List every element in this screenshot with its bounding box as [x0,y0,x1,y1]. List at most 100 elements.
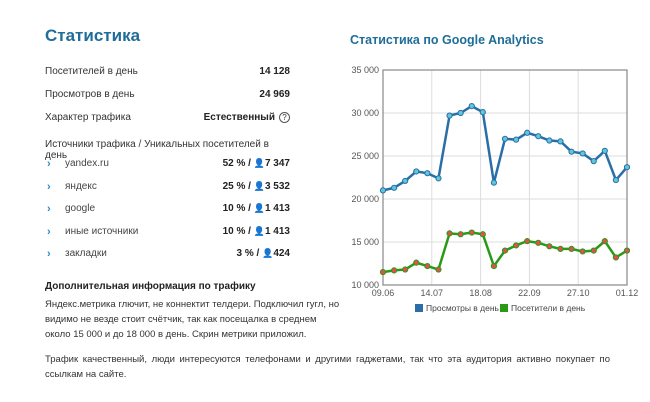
data-point [468,229,475,236]
data-point [557,245,564,252]
stat-label: Характер трафика [45,112,131,123]
data-point [413,168,420,175]
stat-label: Просмотров в день [45,89,135,100]
source-percent: 25 % / [222,180,251,192]
data-point [579,150,586,157]
x-tick-label: 18.08 [469,288,492,298]
data-point [546,137,553,144]
data-point [479,109,486,116]
y-tick-label: 30 000 [351,108,379,118]
data-point [435,266,442,273]
stat-value: 14 128 [259,66,290,77]
data-point [568,245,575,252]
user-icon: 👤 [253,180,265,191]
data-point [379,187,387,194]
data-point [557,138,564,145]
source-count: 1 413 [264,203,290,214]
user-icon: 👤 [253,225,265,236]
x-tick-label: 14.07 [421,288,444,298]
data-point [524,129,531,136]
data-point [457,109,464,117]
chevron-right-icon: › [47,203,51,215]
source-name[interactable]: yandex.ru [65,158,109,169]
source-name[interactable]: яндекс [65,180,97,192]
x-tick-label: 22.09 [518,288,541,298]
data-point [379,269,387,276]
data-point [402,177,409,185]
data-point [590,247,597,254]
source-percent: 10 % / [222,225,251,237]
extra-info-text: Яндекс.метрика глючит, не коннектит телд… [45,299,340,340]
source-count: 424 [273,248,290,259]
source-count: 7 347 [264,158,290,169]
data-point [490,262,498,270]
data-point [579,248,586,255]
source-percent: 10 % / [222,203,251,214]
source-name[interactable]: google [65,203,96,214]
legend-label: Просмотры в день [426,303,500,313]
source-name[interactable]: закладки [65,248,107,259]
footer-text: Трафик качественный, люди интересуются т… [45,354,610,380]
source-item[interactable]: › закладки 3 % / 👤424 [47,248,290,260]
data-point [512,242,520,249]
legend-label: Посетители в день [511,303,586,313]
y-tick-label: 15 000 [351,237,379,247]
chevron-right-icon: › [47,180,51,193]
source-item[interactable]: › яндекс 25 % / 👤3 532 [47,180,290,193]
source-count: 1 413 [264,225,290,237]
data-point [435,175,442,182]
stat-traffic-type: Характер трафика Естественный? [45,112,290,123]
data-point [457,231,464,238]
data-point [612,176,620,184]
stat-value: Естественный [203,112,275,123]
plot-frame [382,69,628,286]
data-point [623,164,631,171]
data-point [512,136,520,143]
source-value: 10 % / 👤1 413 [223,226,290,237]
source-count: 3 532 [264,180,290,192]
data-point [479,231,486,238]
source-percent: 3 % / [236,248,260,259]
data-point [590,158,597,165]
sources-title: Источники трафика / Уникальных посетител… [45,139,269,161]
stat-visitors: Посетителей в день 14 128 [45,66,290,77]
y-tick-label: 25 000 [351,151,379,161]
data-point [612,254,620,261]
help-icon[interactable]: ? [279,112,290,123]
data-point [601,147,608,154]
y-tick-label: 35 000 [351,65,379,75]
data-point [390,184,398,191]
user-icon: 👤 [262,248,274,258]
data-point [446,230,453,237]
data-point [424,262,431,270]
source-item[interactable]: › иные источники 10 % / 👤1 413 [47,225,290,238]
data-point [402,266,409,273]
source-item[interactable]: › yandex.ru 52 % / 👤7 347 [47,158,290,170]
stat-value: 24 969 [259,89,290,100]
legend-swatch [415,304,423,312]
source-percent: 52 % / [222,158,251,169]
chevron-right-icon: › [47,158,51,170]
page-title: Статистика [45,26,141,45]
data-point [546,243,553,250]
source-name[interactable]: иные источники [65,225,139,237]
data-point [535,133,542,140]
stat-label: Посетителей в день [45,66,138,77]
user-icon: 👤 [253,158,265,168]
legend-swatch [500,304,508,312]
chevron-right-icon: › [47,248,51,260]
source-value: 52 % / 👤7 347 [223,158,290,169]
data-point [424,170,431,177]
data-point [468,103,475,110]
source-item[interactable]: › google 10 % / 👤1 413 [47,203,290,215]
data-point [568,148,575,155]
y-tick-label: 10 000 [351,280,379,290]
chart-title: Статистика по Google Analytics [350,33,544,47]
data-point [535,239,542,246]
data-point [490,179,498,186]
data-point [501,247,509,254]
x-tick-label: 01.12 [616,288,639,298]
data-point [501,135,509,142]
chevron-right-icon: › [47,225,51,238]
